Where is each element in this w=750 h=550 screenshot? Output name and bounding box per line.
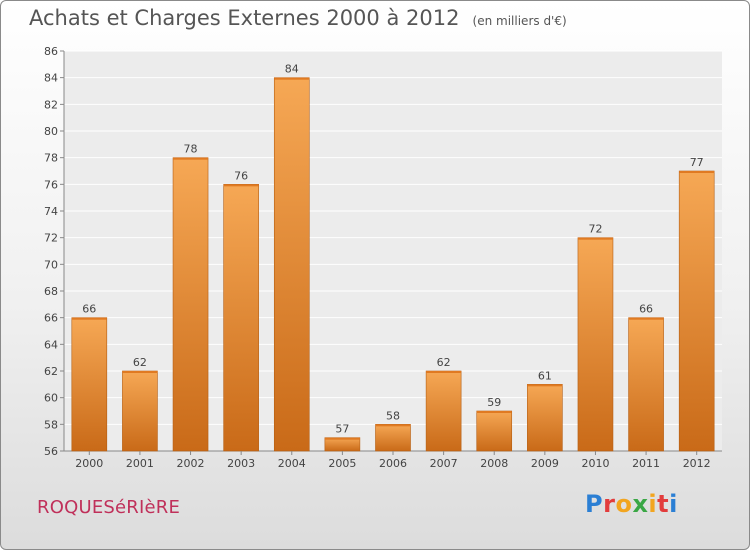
x-tick-label: 2011 [632, 457, 660, 470]
bar-top-edge [426, 371, 462, 373]
bar [527, 384, 563, 452]
y-tick-label: 64 [44, 338, 58, 351]
y-tick-label: 70 [44, 258, 58, 271]
y-tick-label: 60 [44, 392, 58, 405]
y-tick-label: 84 [44, 72, 58, 85]
bar-top-edge [679, 171, 715, 173]
x-tick-label: 2000 [75, 457, 103, 470]
chart-title: Achats et Charges Externes 2000 à 2012 [29, 6, 460, 30]
y-tick-label: 62 [44, 365, 58, 378]
chart-subtitle: (en milliers d'€) [472, 14, 567, 28]
y-tick-label: 56 [44, 445, 58, 458]
bar-top-edge [628, 317, 664, 320]
x-tick-label: 2005 [328, 457, 356, 470]
bar-top-edge [71, 317, 107, 320]
bar [273, 77, 310, 452]
logo-letter: x [632, 490, 649, 518]
bar [172, 157, 209, 452]
commune-name: ROQUESéRIèRE [37, 497, 181, 518]
x-tick-label: 2001 [126, 457, 154, 470]
bar-value-label: 72 [588, 223, 602, 236]
logo-letter: o [615, 490, 633, 518]
bar-top-edge [223, 184, 259, 187]
bar [476, 410, 513, 452]
y-tick-label: 68 [44, 285, 58, 298]
logo-letter: i [669, 490, 678, 518]
x-tick-label: 2004 [278, 457, 306, 470]
plot-area [64, 51, 722, 451]
logo-letter: P [585, 490, 604, 518]
bar-top-edge [324, 437, 360, 440]
bar-top-edge [476, 411, 512, 413]
x-tick-label: 2009 [531, 457, 559, 470]
bar-value-label: 58 [386, 409, 400, 422]
y-tick-label: 82 [44, 98, 58, 111]
bar-value-label: 57 [335, 423, 349, 436]
y-tick-label: 86 [44, 45, 58, 58]
bar-value-label: 59 [487, 396, 501, 409]
bar-value-label: 66 [639, 303, 653, 316]
bar-top-edge [122, 371, 158, 373]
x-tick-label: 2002 [177, 457, 205, 470]
bar [425, 370, 462, 452]
bar-value-label: 77 [690, 156, 704, 169]
logo-letter: t [657, 490, 670, 518]
y-tick-label: 76 [44, 178, 58, 191]
x-tick-label: 2006 [379, 457, 407, 470]
bar [122, 370, 158, 452]
x-tick-label: 2003 [227, 457, 255, 470]
bar-top-edge [577, 237, 613, 240]
x-tick-label: 2010 [581, 457, 609, 470]
y-tick-label: 58 [44, 418, 58, 431]
y-tick-label: 72 [44, 232, 58, 245]
x-tick-label: 2012 [683, 457, 711, 470]
bar-value-label: 62 [133, 356, 147, 369]
bar-top-edge [375, 424, 411, 427]
bar-top-edge [527, 384, 563, 387]
bar-value-label: 78 [184, 143, 198, 156]
bar-top-edge [173, 157, 209, 160]
title-row: Achats et Charges Externes 2000 à 2012 (… [29, 6, 567, 30]
bar-value-label: 84 [285, 63, 299, 76]
bar [678, 170, 715, 452]
x-tick-label: 2008 [480, 457, 508, 470]
y-tick-label: 74 [44, 205, 58, 218]
bar [577, 237, 614, 452]
logo-letter: i [648, 490, 658, 518]
bar [375, 424, 411, 452]
y-tick-label: 80 [44, 125, 58, 138]
bar [223, 184, 259, 452]
y-tick-label: 66 [44, 312, 58, 325]
y-tick-label: 78 [44, 152, 58, 165]
bar [71, 317, 108, 452]
bar-top-edge [274, 77, 310, 80]
x-tick-label: 2007 [430, 457, 458, 470]
bar-value-label: 76 [234, 169, 248, 182]
proxiti-logo: Proxiti [585, 490, 678, 518]
bar [628, 317, 664, 452]
bar-value-label: 66 [82, 303, 96, 316]
bar-value-label: 62 [437, 356, 451, 369]
bar-value-label: 61 [538, 369, 552, 382]
logo-letter: r [603, 490, 616, 518]
